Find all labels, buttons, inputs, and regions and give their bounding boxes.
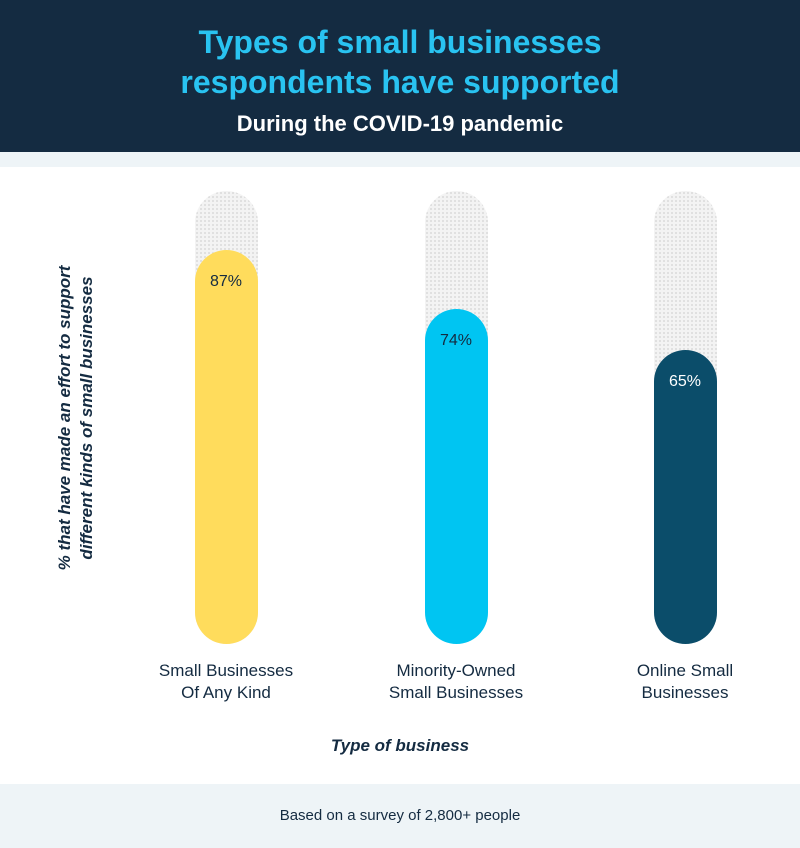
x-axis-label: Type of business [330, 736, 470, 755]
bar [424, 308, 488, 644]
category-label: Small Businesses Of Any Kind [126, 660, 326, 704]
category-label-line: Small Businesses [158, 661, 294, 680]
y-axis-label-line-2: different kinds of small businesses [77, 276, 96, 560]
bar [194, 249, 258, 644]
category-label: Online Small Businesses [585, 660, 785, 704]
category-label-line: Online Small [636, 661, 734, 680]
chart-title-line-2: respondents have supported [180, 64, 620, 100]
header-banner: Types of small businesses respondents ha… [0, 0, 800, 152]
bar-value-label: 87% [209, 272, 243, 290]
category-label-line: Of Any Kind [181, 683, 271, 702]
bar-value-label: 74% [439, 331, 473, 349]
footer-note: Based on a survey of 2,800+ people [279, 807, 521, 824]
bar-value-label: 65% [668, 372, 702, 390]
category-label-line: Minority-Owned [396, 661, 516, 680]
bar [653, 349, 717, 644]
y-axis-label-line-1: % that have made an effort to support [55, 265, 74, 571]
chart-subtitle: During the COVID-19 pandemic [236, 111, 564, 136]
y-axis-label: % that have made an effort to support di… [54, 198, 98, 638]
category-label: Minority-Owned Small Businesses [356, 660, 556, 704]
footer-band [0, 784, 800, 848]
category-label-line: Small Businesses [388, 683, 524, 702]
header-divider-strip [0, 152, 800, 167]
category-label-line: Businesses [641, 683, 729, 702]
chart-title-line-1: Types of small businesses [198, 24, 602, 60]
chart-title: Types of small businesses respondents ha… [0, 22, 800, 102]
